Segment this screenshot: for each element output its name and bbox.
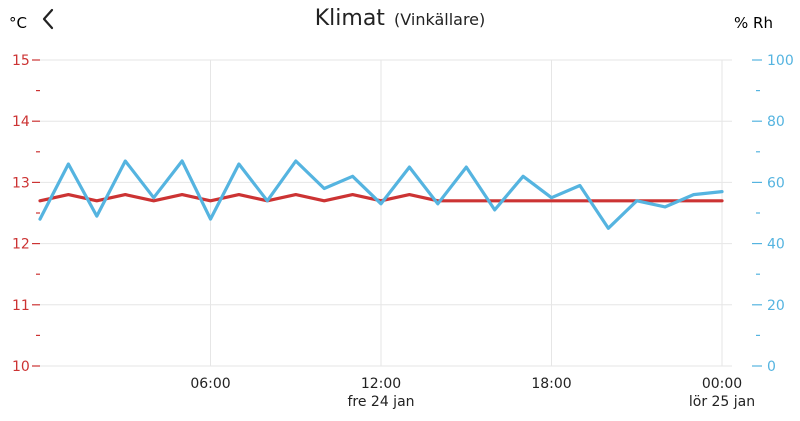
left-tick-label: 11 — [12, 298, 30, 314]
title-subtitle: (Vinkällare) — [394, 10, 486, 29]
x-tick-label: 06:00 — [190, 376, 230, 392]
right-tick-label: 40 — [767, 237, 785, 253]
right-tick-label: 100 — [767, 53, 794, 69]
x-tick-label: 18:00 — [531, 376, 571, 392]
title-main: Klimat — [314, 6, 385, 31]
left-axis-unit: °C — [9, 14, 27, 32]
right-tick-label: 0 — [767, 359, 776, 375]
right-axis-unit: % Rh — [734, 14, 773, 32]
x-tick-date-label: fre 24 jan — [347, 394, 414, 410]
left-tick-label: 14 — [12, 114, 30, 130]
right-tick-label: 80 — [767, 114, 785, 130]
x-tick-label: 00:00 — [702, 376, 742, 392]
left-tick-label: 15 — [12, 53, 30, 69]
left-tick-label: 13 — [12, 175, 30, 191]
x-tick-label: 12:00 — [361, 376, 401, 392]
right-tick-label: 60 — [767, 175, 785, 191]
header: Klimat (Vinkällare) °C % Rh — [0, 0, 800, 44]
page-title: Klimat (Vinkällare) — [0, 6, 800, 31]
right-tick-label: 20 — [767, 298, 785, 314]
temperature-series-line — [38, 193, 724, 203]
back-button[interactable] — [34, 4, 62, 34]
chevron-left-icon — [42, 8, 54, 30]
left-tick-label: 10 — [12, 359, 30, 375]
humidity-series-line — [38, 159, 724, 230]
x-tick-date-label: lör 25 jan — [689, 394, 755, 410]
left-tick-label: 12 — [12, 237, 30, 253]
